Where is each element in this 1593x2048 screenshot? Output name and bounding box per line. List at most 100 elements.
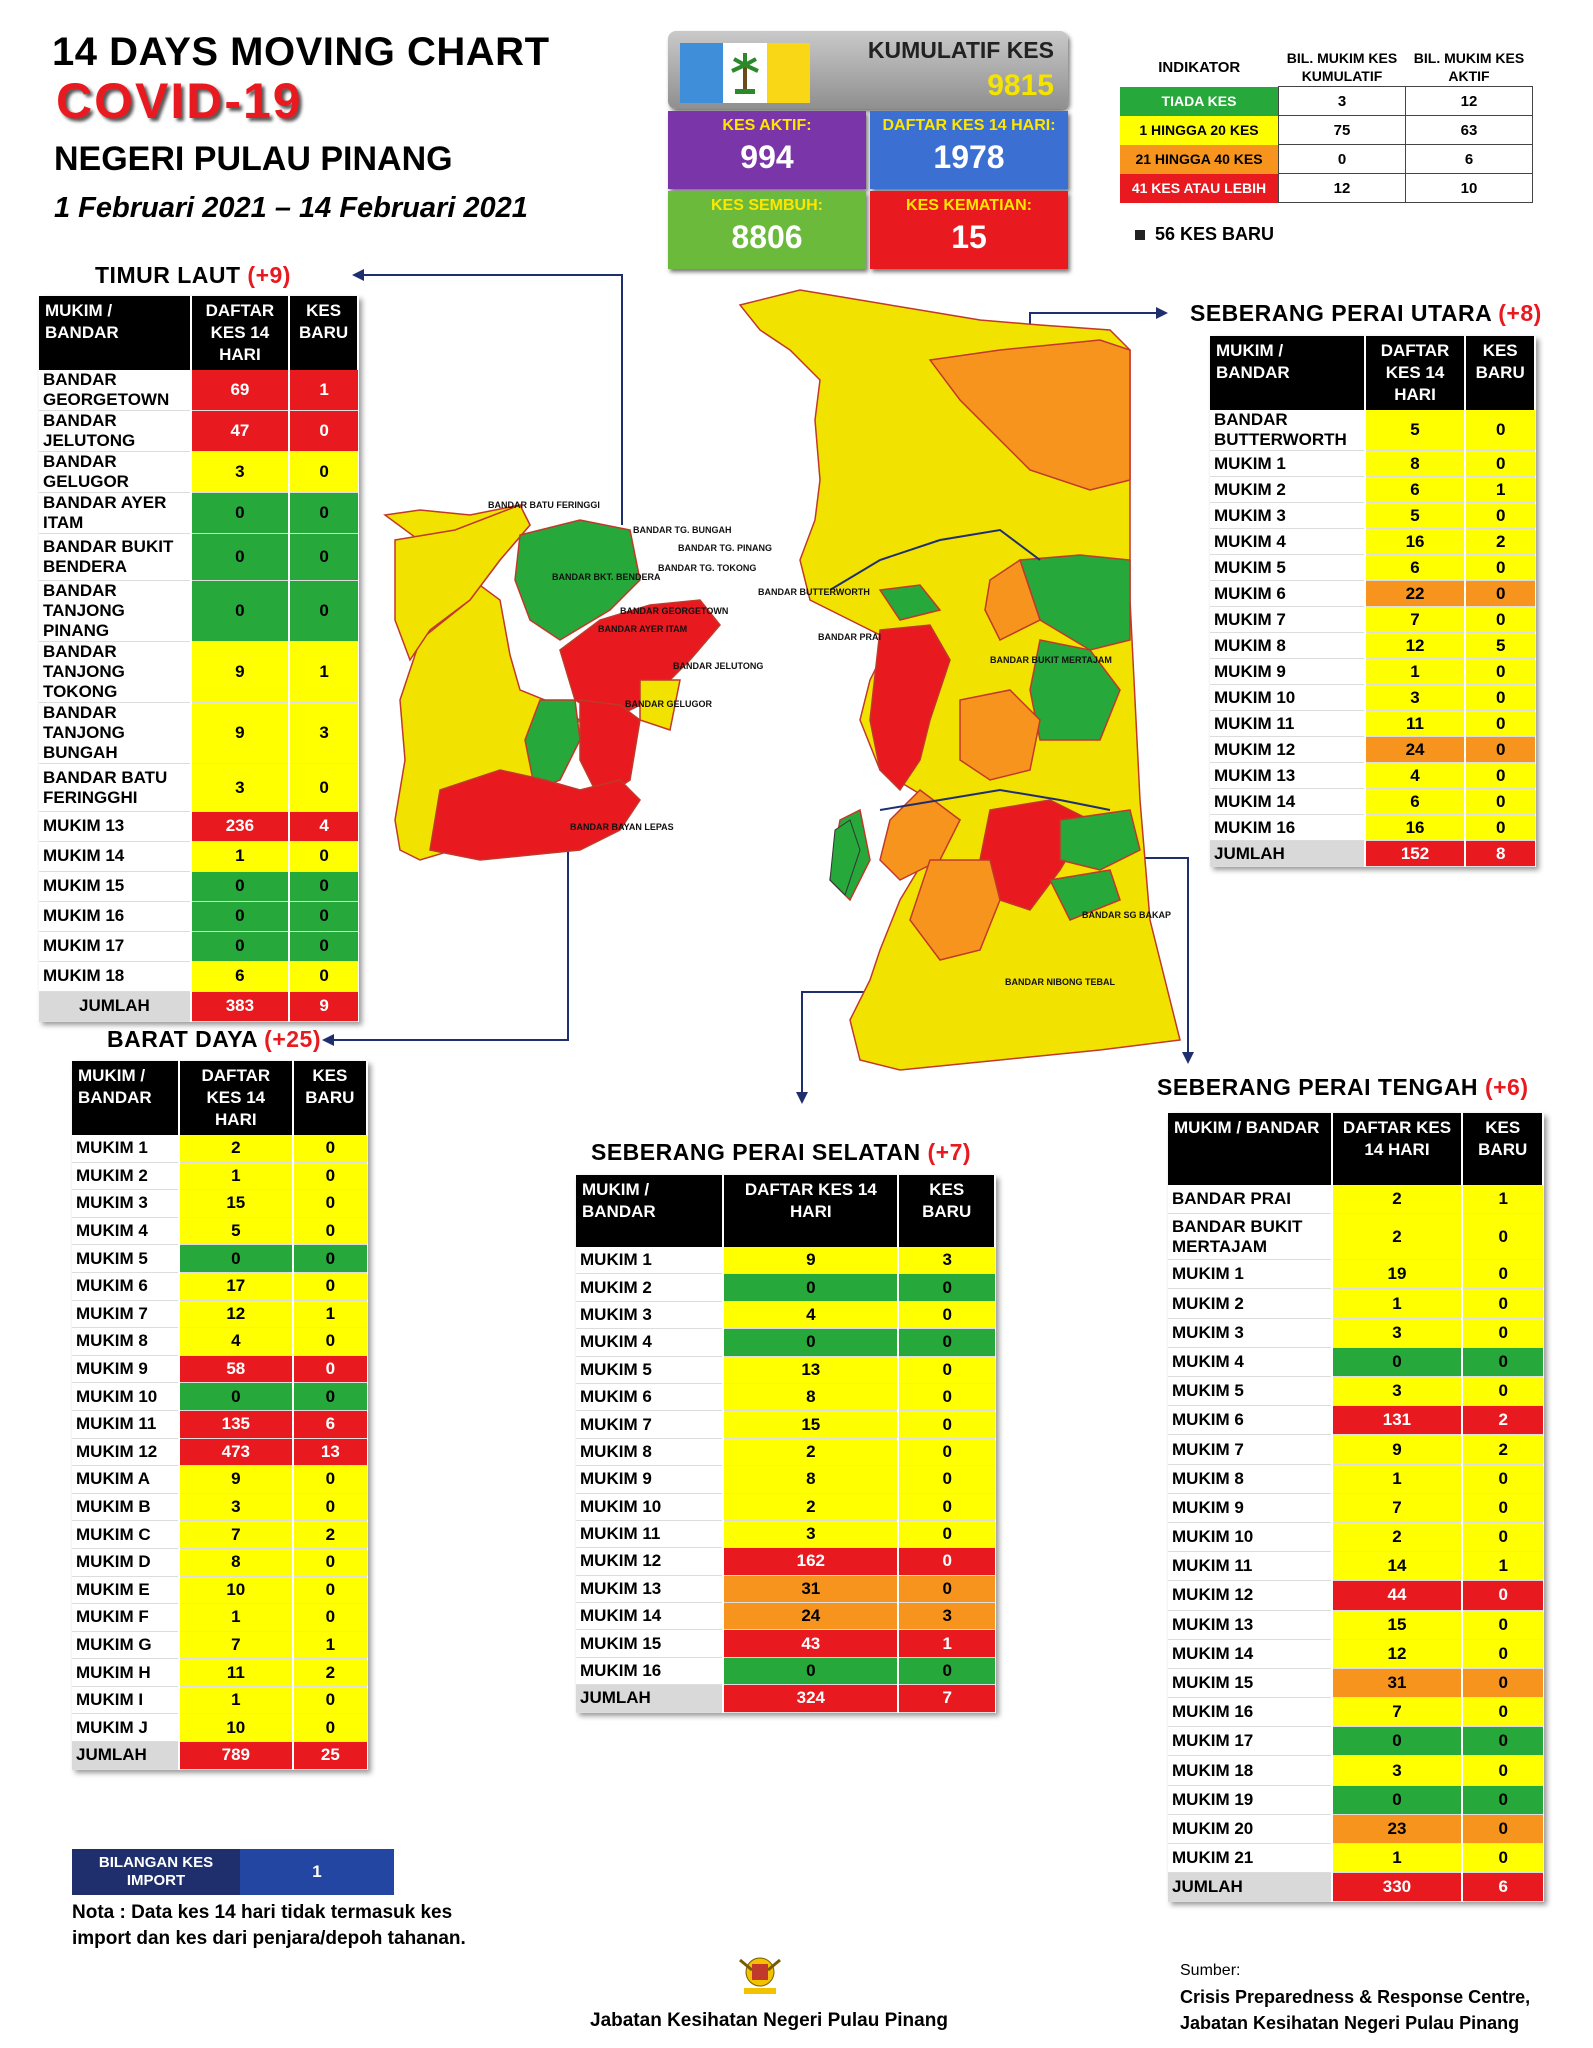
date-range: 1 Februari 2021 – 14 Februari 2021 [54, 192, 528, 224]
penang-flag-icon [680, 43, 810, 103]
indicator-cumulative: 3 [1278, 86, 1406, 116]
cases-14-days: 0 [177, 1382, 293, 1411]
arrow-icon [352, 269, 364, 281]
section-spu: SEBERANG PERAI UTARA (+8) [1190, 300, 1542, 327]
row-label: MUKIM 1 [1210, 450, 1365, 477]
new-cases: 0 [1461, 1288, 1543, 1319]
indicator-head-active: BIL. MUKIM KES AKTIF [1413, 50, 1525, 84]
new-cases: 0 [291, 1217, 367, 1246]
new-cases: 0 [291, 1603, 367, 1632]
table-header-cell: DAFTAR KES 14 HARI [1331, 1113, 1464, 1185]
cases-14-days: 1 [1330, 1464, 1463, 1494]
table-row: MUKIM 4 16 2 [1210, 528, 1535, 555]
map-label: BANDAR TG. TOKONG [658, 563, 756, 573]
new-cases: 2 [291, 1658, 367, 1687]
table-row: MUKIM 7 15 0 [576, 1410, 995, 1439]
section-increase: (+6) [1484, 1074, 1529, 1100]
section-name: SEBERANG PERAI UTARA [1190, 300, 1492, 326]
row-label: MUKIM 8 [576, 1438, 724, 1467]
new-cases: 1 [291, 1300, 367, 1329]
row-label: MUKIM 9 [1210, 658, 1365, 685]
arrow-icon [1156, 307, 1168, 319]
deaths-value: 15 [951, 219, 987, 255]
row-label: BANDAR TANJONG BUNGAH [39, 702, 191, 765]
row-label: BANDAR TANJONG TOKONG [39, 641, 191, 704]
row-label: MUKIM 17 [39, 931, 191, 962]
cases-14-days: 473 [177, 1438, 293, 1467]
cases-14-days: 16 [1363, 528, 1466, 555]
cases-14-days: 0 [189, 931, 290, 962]
cases-14-days: 0 [1330, 1347, 1463, 1378]
indicator-row: 41 KES ATAU LEBIH 12 10 [1120, 173, 1533, 203]
new-cases: 0 [1461, 1668, 1543, 1699]
table-row: MUKIM 13 31 0 [576, 1575, 995, 1604]
cases-14-days: 12 [177, 1300, 293, 1329]
new-cases: 0 [897, 1465, 995, 1494]
row-label: MUKIM 11 [1210, 710, 1365, 737]
table-row: MUKIM 18 6 0 [39, 961, 358, 992]
row-label: MUKIM A [72, 1465, 179, 1494]
table-row: MUKIM 8 12 5 [1210, 632, 1535, 659]
total-label: JUMLAH [72, 1741, 179, 1770]
table-header-row: MUKIM / BANDAR DAFTAR KES 14 HARI KES BARU [39, 296, 359, 370]
small-island [829, 819, 861, 896]
row-label: MUKIM 9 [72, 1355, 179, 1384]
cases-14-days: 11 [177, 1658, 293, 1687]
new-cases: 0 [291, 1382, 367, 1411]
cases-14-days: 1 [189, 841, 290, 872]
row-label: MUKIM 6 [72, 1272, 179, 1301]
cases-14-days: 15 [177, 1189, 293, 1218]
cases-14-days: 8 [722, 1465, 899, 1494]
new-cases: 0 [1461, 1464, 1543, 1494]
cumulative-box: KUMULATIF KES 9815 [668, 31, 1068, 109]
source-line1: Crisis Preparedness & Response Centre, [1180, 1987, 1531, 2007]
cases-14-days: 31 [722, 1575, 899, 1604]
new-cases-legend: 56 KES BARU [1135, 224, 1274, 245]
table-header-cell: DAFTAR KES 14 HARI [190, 296, 291, 370]
row-label: MUKIM 16 [39, 901, 191, 932]
cases-14-days: 1 [1330, 1843, 1463, 1874]
cases-14-days: 0 [189, 580, 290, 643]
new-cases: 3 [897, 1247, 995, 1275]
table-row: BANDAR GEORGETOWN 69 1 [39, 370, 358, 411]
cases-14-days: 1 [177, 1162, 293, 1191]
table-row: MUKIM 16 0 0 [576, 1657, 995, 1686]
row-label: MUKIM 3 [1168, 1318, 1332, 1348]
table-row: MUKIM 20 23 0 [1168, 1814, 1543, 1845]
table-row: BANDAR AYER ITAM 0 0 [39, 492, 358, 534]
row-label: MUKIM 17 [1168, 1726, 1332, 1757]
table-row: MUKIM 11 135 6 [72, 1410, 367, 1439]
source-label: Sumber: [1180, 1962, 1241, 1979]
table-header-row: MUKIM / BANDAR DAFTAR KES 14 HARI KES BARU [576, 1175, 996, 1247]
row-label: MUKIM 6 [576, 1383, 724, 1412]
table-row: MUKIM 12 44 0 [1168, 1580, 1543, 1611]
new-cases: 1 [1461, 1551, 1543, 1582]
row-label: MUKIM 12 [1168, 1580, 1332, 1611]
table-row: MUKIM 21 1 0 [1168, 1843, 1543, 1874]
row-label: MUKIM J [72, 1713, 179, 1743]
row-label: MUKIM 9 [576, 1465, 724, 1494]
total-label: JUMLAH [1210, 840, 1365, 867]
title-line1: 14 DAYS MOVING CHART [52, 30, 550, 74]
cases-14-days: 9 [189, 641, 290, 704]
connector-timur-laut [360, 274, 623, 525]
cases-14-days: 12 [1363, 632, 1466, 659]
deaths-tile: KES KEMATIAN: 15 [870, 191, 1068, 269]
cases-14-days: 7 [177, 1520, 293, 1549]
new-cases: 0 [288, 533, 358, 582]
new-cases: 0 [1461, 1755, 1543, 1786]
import-label: BILANGAN KES IMPORT [72, 1849, 240, 1895]
row-label: MUKIM E [72, 1576, 179, 1605]
map-label: BANDAR PRAI [818, 632, 881, 642]
row-label: MUKIM 21 [1168, 1843, 1332, 1874]
total-new-cases: 9 [288, 991, 358, 1022]
new-cases: 0 [1464, 736, 1535, 763]
footer-dept: Jabatan Kesihatan Negeri Pulau Pinang [590, 2010, 948, 2031]
cases-14-days: 6 [1363, 554, 1466, 581]
